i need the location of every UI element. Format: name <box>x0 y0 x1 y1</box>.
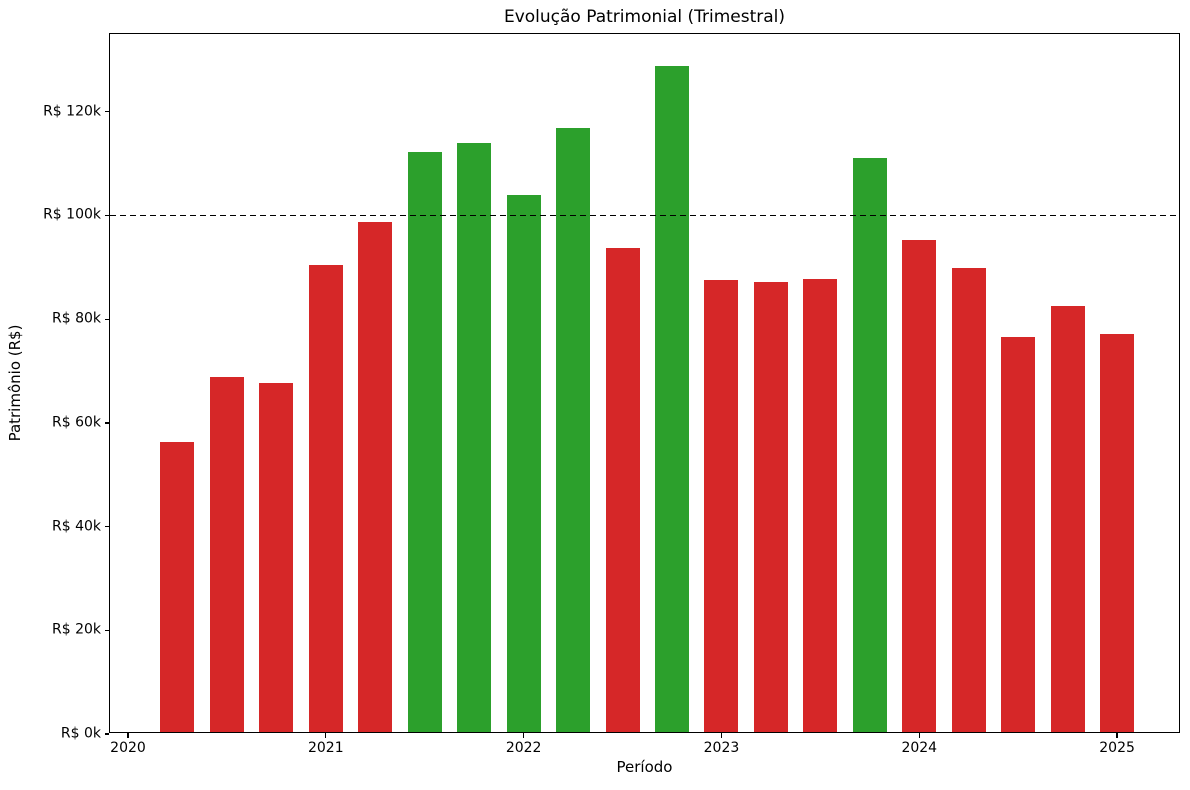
bar-2020-Q2 <box>160 441 195 732</box>
bar-2022-Q2 <box>556 127 591 732</box>
bar-2020-Q4 <box>259 383 294 732</box>
y-tick-mark <box>104 214 109 217</box>
plot-area: R$ 0k R$ 20k R$ 40k R$ 60k R$ 80k R$ 100k R$ 1… <box>43 33 1180 756</box>
bar-2020-Q3 <box>209 377 244 732</box>
y-tick-mark <box>104 629 109 631</box>
y-tick-label: R$ 20k <box>51 621 101 638</box>
y-tick-mark <box>104 111 109 113</box>
y-tick-label: R$ 0k <box>60 725 101 742</box>
y-tick-mark <box>104 422 109 424</box>
x-tick-label: 2025 <box>1099 740 1135 756</box>
bar-2023-Q2 <box>753 282 788 732</box>
bar-2021-Q2 <box>358 221 393 732</box>
bar-2021-Q1 <box>308 265 343 732</box>
x-tick-mark <box>1116 733 1118 738</box>
chart-title: Evolução Patrimonial (Trimestral) <box>503 7 786 27</box>
y-tick-label: R$ 100k <box>43 207 101 224</box>
bar-2021-Q4 <box>457 143 492 732</box>
y-tick-label: R$ 80k <box>51 310 101 327</box>
bar-2024-Q1 <box>902 239 937 732</box>
x-tick-mark <box>325 733 327 738</box>
bar-2023-Q3 <box>803 279 838 732</box>
threshold-line <box>110 214 1179 217</box>
bar-2021-Q3 <box>407 152 442 732</box>
y-tick-mark <box>104 733 109 735</box>
x-tick-label: 2023 <box>703 740 740 756</box>
y-tick-mark <box>104 525 109 528</box>
x-tick-label: 2024 <box>901 740 938 756</box>
y-tick-label: R$ 60k <box>51 414 101 431</box>
bar-2022-Q1 <box>506 195 541 732</box>
bar-2022-Q3 <box>605 248 640 732</box>
bar-2023-Q1 <box>704 279 739 732</box>
bar-2024-Q2 <box>951 267 986 732</box>
x-tick-label: 2020 <box>110 740 146 756</box>
x-tick-mark <box>918 733 920 738</box>
x-tick-mark <box>522 733 525 738</box>
y-tick-label: R$ 120k <box>43 103 101 120</box>
y-tick-mark <box>104 318 109 320</box>
bar-2023-Q4 <box>852 158 887 732</box>
y-tick-label: R$ 40k <box>51 518 101 535</box>
bar-2024-Q4 <box>1050 305 1085 732</box>
bar-2022-Q4 <box>655 66 689 732</box>
y-axis-label: Patrimônio (R$) <box>6 324 24 442</box>
x-axis-label: Período <box>616 758 673 776</box>
x-tick-label: 2021 <box>307 740 344 756</box>
bar-2024-Q3 <box>1001 336 1036 732</box>
bar-2025-Q1 <box>1100 334 1135 732</box>
x-tick-mark <box>720 733 723 738</box>
x-tick-mark <box>127 733 129 738</box>
x-tick-label: 2022 <box>505 740 542 756</box>
